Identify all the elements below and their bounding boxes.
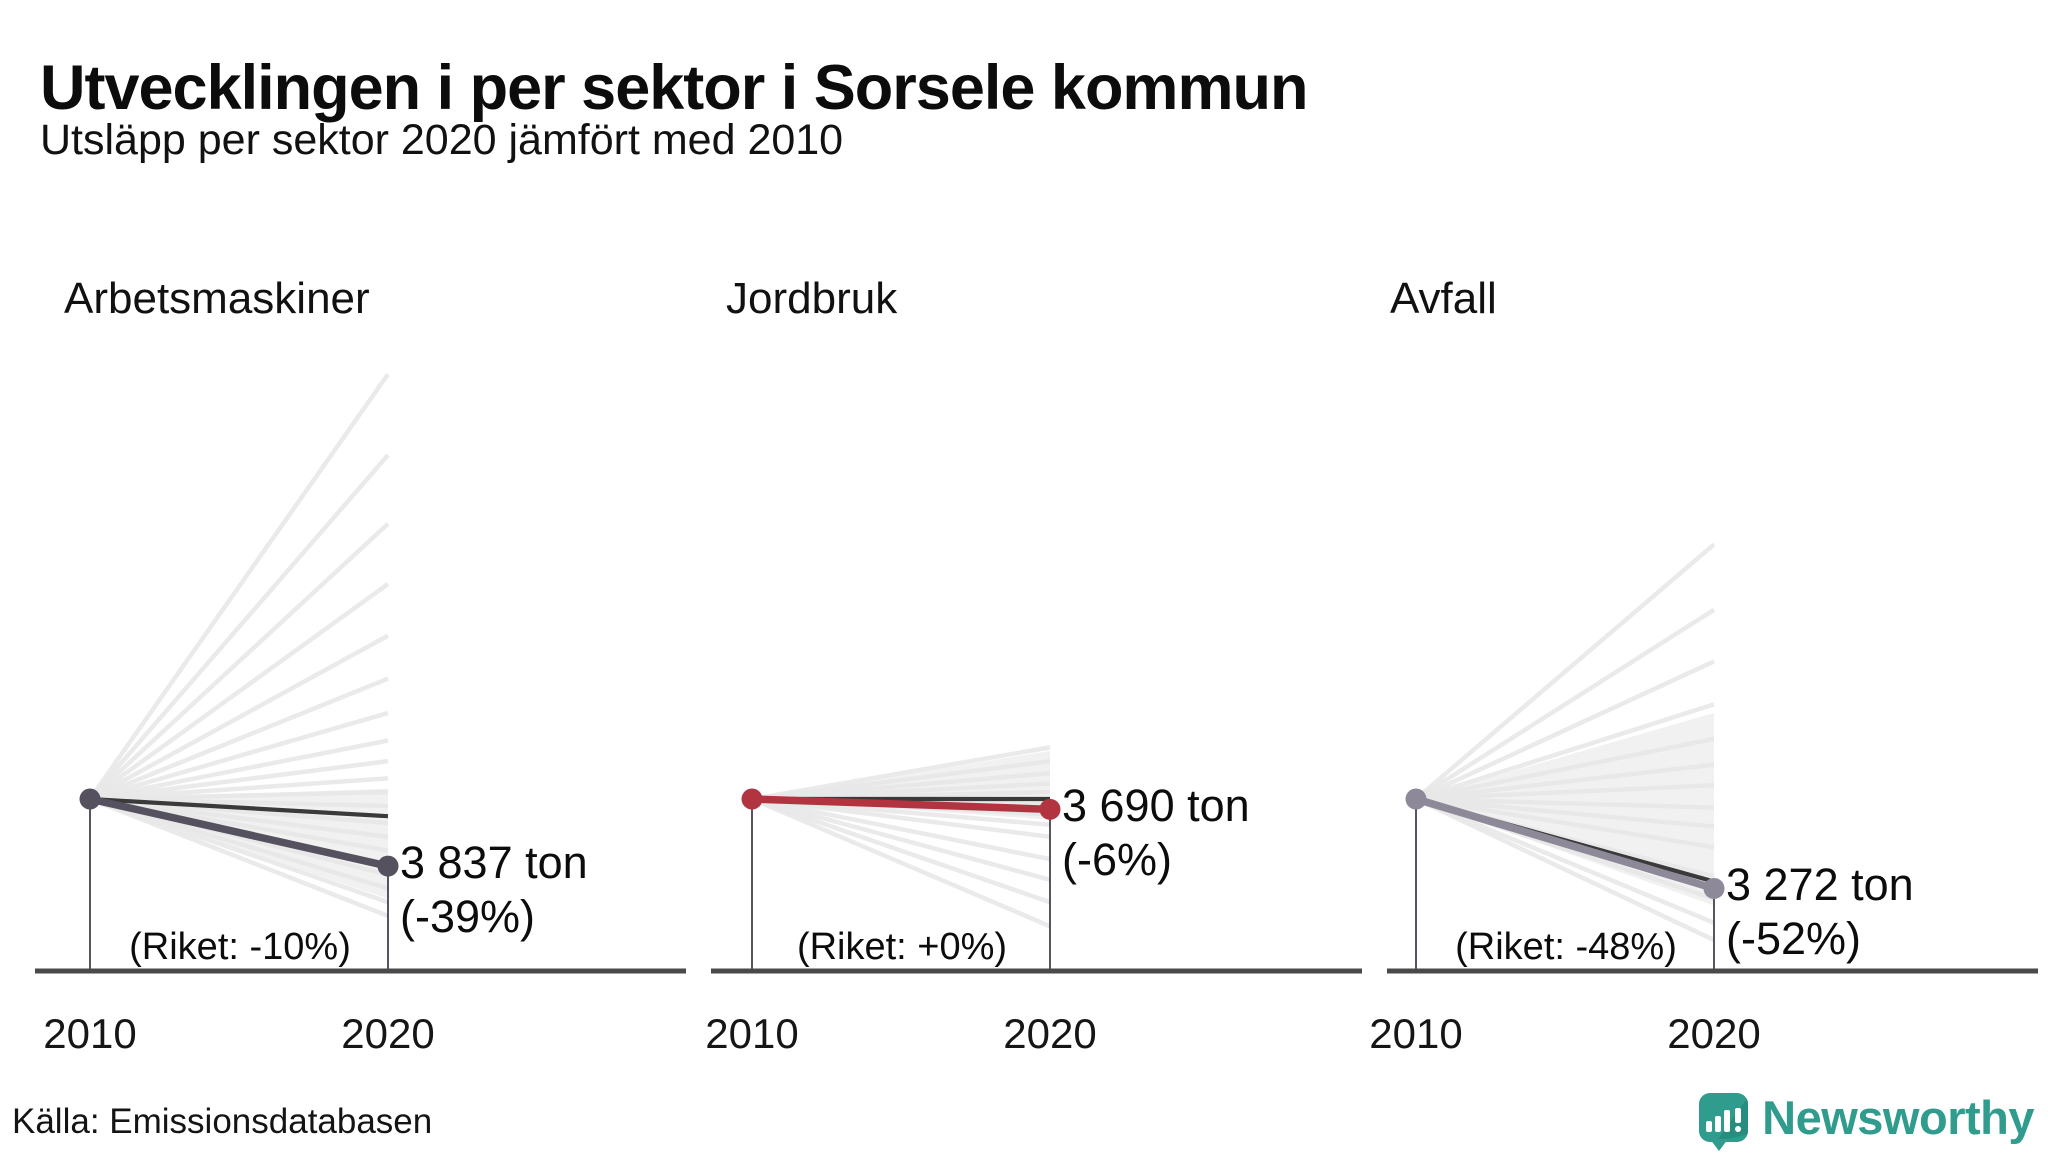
- fan-line: [1415, 702, 1715, 802]
- tick-2020: 2020: [341, 1010, 435, 1057]
- fan-line: [751, 796, 1051, 883]
- newsworthy-logo-icon: [1699, 1092, 1749, 1151]
- chart-title: Arbetsmaskiner: [64, 274, 370, 323]
- dot-2010: [79, 788, 101, 810]
- page-subtitle: Utsläpp per sektor 2020 jämfört med 2010: [40, 116, 844, 164]
- tick-2010: 2010: [1369, 1010, 1463, 1057]
- value-2020: 3 690 ton: [1062, 780, 1250, 832]
- sorsele-line: [89, 795, 389, 870]
- tick-2020: 2020: [1667, 1010, 1761, 1057]
- dot-2010: [1405, 788, 1427, 810]
- bar-chart-glyph: [1706, 1109, 1731, 1132]
- riket-benchmark-label: (Riket: -48%): [1455, 926, 1677, 968]
- fan-line: [1415, 762, 1715, 802]
- brand-lockup: Newsworthy: [1699, 1086, 2034, 1151]
- fan-line: [89, 776, 389, 802]
- fan-line: [88, 453, 390, 801]
- sorsele-line: [1414, 795, 1716, 893]
- fan-line: [1415, 796, 1715, 943]
- change-pct: (-39%): [400, 891, 536, 943]
- chart-title: Jordbruk: [726, 274, 898, 323]
- fan-line: [1415, 796, 1715, 810]
- riket-line: [89, 796, 389, 819]
- fan-line: [89, 796, 389, 919]
- dot-2020: [1703, 877, 1725, 899]
- value-label: 3 690 ton (-6%): [1062, 779, 1250, 887]
- fan-line: [89, 796, 389, 840]
- fan-line: [88, 522, 390, 801]
- tick-2010: 2010: [43, 1010, 137, 1057]
- riket-benchmark-label: (Riket: -10%): [129, 926, 351, 968]
- fan-line: [1415, 796, 1715, 925]
- exclamation-glyph: [1735, 1107, 1742, 1132]
- fan-line: [1415, 796, 1715, 850]
- tick-2010: 2010: [705, 1010, 799, 1057]
- fan-line: [1415, 736, 1715, 802]
- fan-line: [1415, 796, 1715, 829]
- dot-2020: [377, 855, 399, 877]
- fan-line: [89, 789, 389, 802]
- page-title: Utvecklingen i per sektor i Sorsele komm…: [40, 53, 1308, 124]
- riket-benchmark-label: (Riket: +0%): [796, 926, 1008, 968]
- value-2020: 3 837 ton: [400, 837, 588, 889]
- change-pct: (-52%): [1726, 913, 1862, 965]
- fan-line: [1415, 782, 1715, 802]
- fan-line: [89, 738, 389, 802]
- fan-line: [751, 796, 1051, 929]
- fan-line: [88, 372, 390, 801]
- value-label: 3 837 ton (-39%): [400, 836, 588, 944]
- dot-2020: [1039, 798, 1061, 820]
- change-pct: (-6%): [1062, 834, 1172, 886]
- value-2020: 3 272 ton: [1726, 859, 1914, 911]
- fan-line: [88, 633, 390, 801]
- fan-line: [89, 710, 389, 802]
- fan-line: [751, 796, 1051, 905]
- fan-line: [89, 758, 389, 802]
- fan-line: [89, 676, 389, 802]
- fan-line: [751, 745, 1051, 802]
- fan-line: [1415, 659, 1715, 802]
- fan-line: [88, 582, 390, 801]
- sorsele-line: [751, 795, 1051, 814]
- fan-line: [1414, 607, 1716, 801]
- fan-line: [751, 796, 1051, 862]
- dot-2010: [741, 788, 763, 810]
- fan-line: [1414, 542, 1716, 801]
- value-label: 3 272 ton (-52%): [1726, 858, 1914, 966]
- brand-name: Newsworthy: [1762, 1090, 2034, 1144]
- chart-title: Avfall: [1390, 274, 1497, 323]
- fan-line: [751, 796, 1051, 840]
- tick-2020: 2020: [1003, 1010, 1097, 1057]
- source-note: Källa: Emissionsdatabasen: [12, 1102, 433, 1141]
